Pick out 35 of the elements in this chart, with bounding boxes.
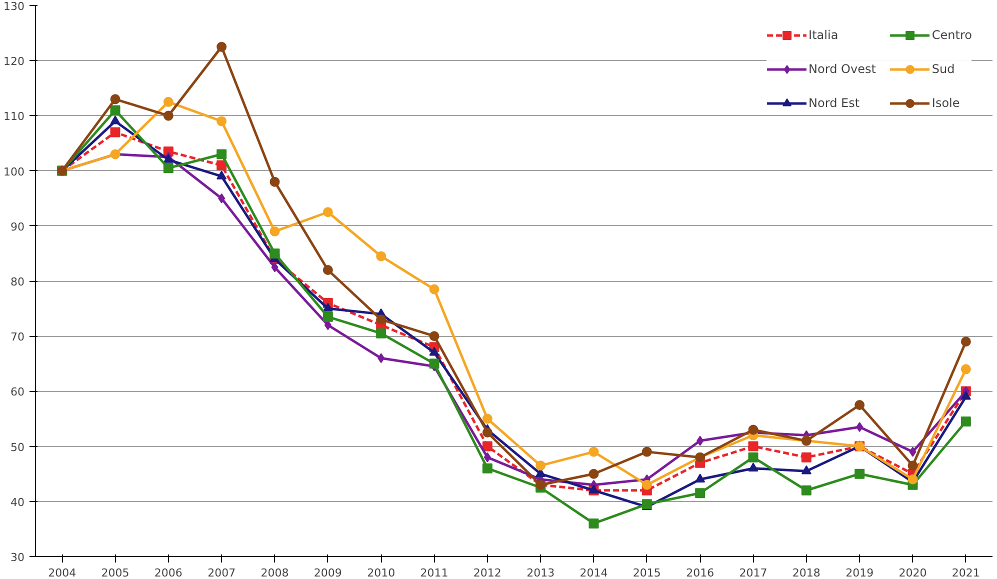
y-tick-label: 50 — [10, 440, 25, 454]
legend-label: Isole — [932, 96, 960, 110]
x-tick-label: 2005 — [101, 566, 130, 579]
legend-label: Nord Ovest — [808, 62, 876, 76]
x-tick-label: 2018 — [792, 566, 820, 579]
y-tick-label: 80 — [10, 276, 25, 288]
x-tick-label: 2008 — [260, 566, 289, 579]
y-tick-label: 70 — [10, 330, 25, 344]
y-tick-label: 100 — [4, 165, 25, 178]
x-tick-label: 2006 — [154, 566, 182, 579]
x-tick-label: 2015 — [632, 566, 661, 579]
y-tick-label: 130 — [4, 0, 25, 13]
x-tick-label: 2009 — [314, 566, 342, 579]
x-tick-label: 2007 — [208, 566, 236, 579]
x-tick-label: 2014 — [580, 566, 608, 579]
legend-label: Centro — [932, 28, 972, 42]
legend-label: Nord Est — [808, 96, 860, 110]
x-tick-label: 2011 — [420, 566, 448, 579]
y-tick-label: 40 — [10, 496, 25, 509]
x-tick-label: 2012 — [473, 566, 502, 579]
legend-label: Sud — [932, 62, 955, 76]
y-tick-label: 60 — [10, 386, 25, 399]
x-tick-label: 2010 — [367, 566, 396, 579]
x-tick-label: 2019 — [846, 566, 874, 579]
x-tick-label: 2016 — [686, 566, 714, 579]
y-tick-label: 110 — [4, 110, 25, 124]
x-tick-label: 2017 — [739, 566, 768, 579]
x-tick-label: 2013 — [526, 566, 555, 579]
y-tick-label: 30 — [10, 551, 25, 564]
y-tick-label: 120 — [4, 55, 25, 68]
x-tick-label: 2020 — [898, 566, 927, 579]
x-tick-label: 2021 — [952, 566, 980, 579]
x-tick-label: 2004 — [48, 566, 76, 579]
legend-label: Italia — [808, 28, 838, 42]
y-tick-label: 90 — [10, 220, 25, 234]
